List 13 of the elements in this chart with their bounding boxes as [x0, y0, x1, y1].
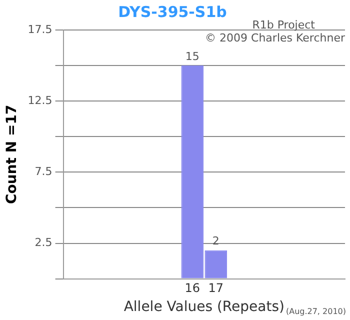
y-tick-label: 2.5 — [34, 236, 52, 250]
y-tick-label: 12.5 — [28, 94, 52, 107]
y-tick-label: 17.5 — [28, 22, 52, 36]
data-label: 15 — [185, 50, 200, 63]
annotation: © 2009 Charles Kerchner — [205, 31, 346, 44]
chart-title: DYS-395-S1b — [118, 2, 228, 21]
annotation: R1b Project — [252, 18, 316, 32]
y-axis-title: Count N =17 — [4, 104, 20, 204]
text: (Aug.27, 2010) — [286, 307, 346, 316]
y-tick-label: 7.5 — [34, 165, 52, 178]
x-axis-title: Allele Values (Repeats) — [124, 299, 284, 316]
x-tick-label: 17 — [208, 281, 224, 296]
x-tick-label: 16 — [184, 281, 200, 296]
